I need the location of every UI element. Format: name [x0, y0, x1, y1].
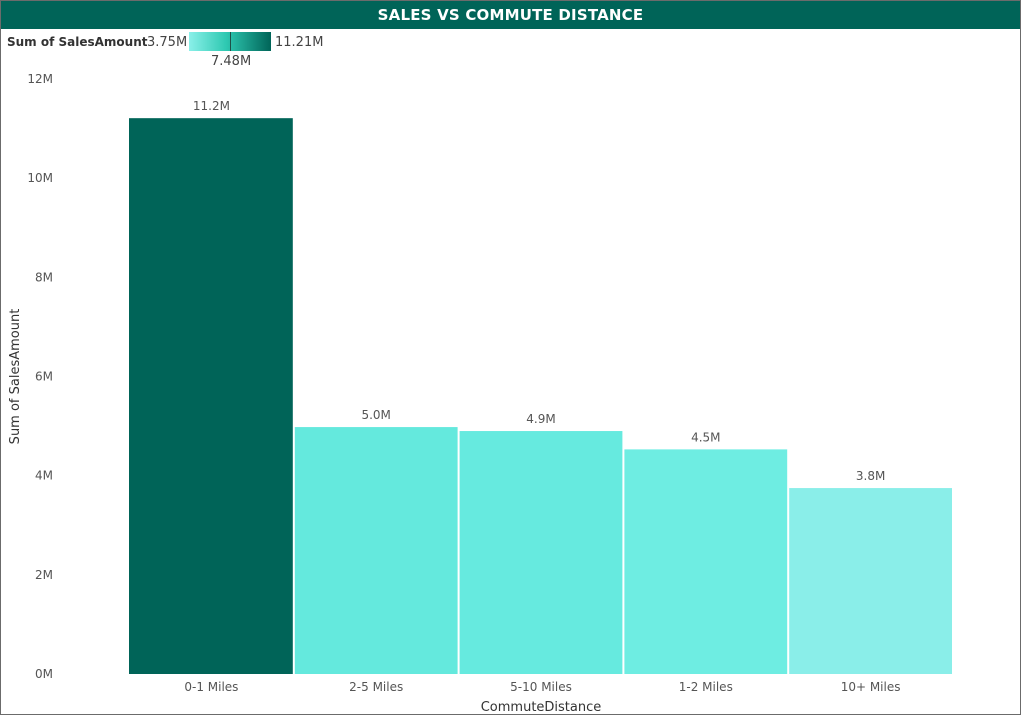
y-tick-label: 12M — [27, 72, 53, 86]
bar — [294, 427, 458, 674]
y-tick-label: 2M — [35, 568, 53, 582]
legend-mid-marker — [230, 32, 231, 51]
x-tick-label: 5-10 Miles — [510, 680, 572, 694]
y-tick-label: 10M — [27, 171, 53, 185]
bar-data-label: 3.8M — [856, 469, 885, 483]
y-tick-label: 6M — [35, 370, 53, 384]
legend-mid-label: 7.48M — [211, 54, 252, 69]
legend-max-label: 11.21M — [275, 35, 324, 50]
x-axis-title: CommuteDistance — [481, 700, 602, 714]
bar-data-label: 5.0M — [361, 408, 390, 422]
bar — [789, 488, 952, 674]
bar-data-label: 11.2M — [193, 99, 230, 113]
y-tick-label: 4M — [35, 469, 53, 483]
x-tick-label: 0-1 Miles — [184, 680, 238, 694]
bar — [624, 449, 788, 674]
x-tick-label: 2-5 Miles — [349, 680, 403, 694]
y-tick-label: 0M — [35, 667, 53, 681]
legend-min-label: 3.75M — [147, 35, 188, 50]
bar-data-label: 4.9M — [526, 412, 555, 426]
y-axis-title: Sum of SalesAmount — [8, 309, 23, 445]
x-tick-label: 1-2 Miles — [679, 680, 733, 694]
bar — [129, 118, 293, 674]
bar-data-label: 4.5M — [691, 430, 720, 444]
legend-title: Sum of SalesAmount — [7, 35, 148, 49]
bar — [459, 431, 623, 674]
chart-title: SALES VS COMMUTE DISTANCE — [1, 1, 1020, 29]
y-tick-label: 8M — [35, 270, 53, 284]
x-tick-label: 10+ Miles — [841, 680, 901, 694]
